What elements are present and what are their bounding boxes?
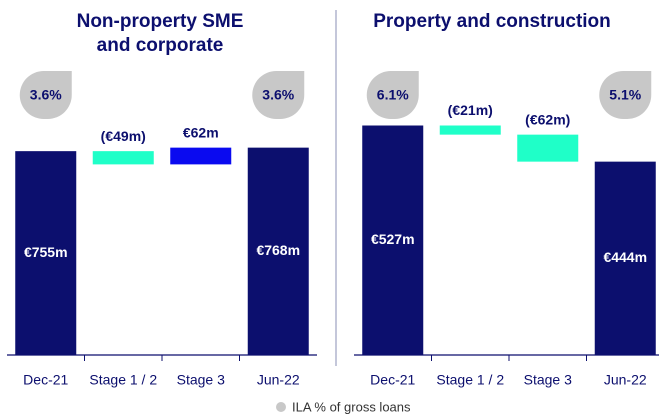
x-tick-label: Stage 3 bbox=[524, 372, 572, 388]
bar bbox=[247, 147, 309, 355]
ila-label: 5.1% bbox=[609, 87, 641, 103]
ila-label: 3.6% bbox=[262, 87, 294, 103]
bar-label: (€49m) bbox=[101, 128, 146, 144]
bar-label: €755m bbox=[24, 244, 68, 260]
bar bbox=[362, 125, 424, 355]
x-tick-label: Stage 1 / 2 bbox=[89, 372, 157, 388]
ila-badge bbox=[599, 71, 652, 119]
bar-label: €527m bbox=[371, 231, 415, 247]
x-tick-label: Jun-22 bbox=[604, 372, 647, 388]
bar bbox=[439, 125, 501, 135]
bar bbox=[517, 134, 579, 162]
bar-label: €444m bbox=[603, 249, 647, 265]
x-tick-label: Stage 3 bbox=[177, 372, 225, 388]
bar-label: (€21m) bbox=[448, 102, 493, 118]
chart-title: Property and construction bbox=[373, 11, 611, 32]
bar bbox=[594, 161, 656, 355]
ila-label: 6.1% bbox=[377, 87, 409, 103]
x-tick-label: Jun-22 bbox=[257, 372, 300, 388]
legend-label: ILA % of gross loans bbox=[292, 399, 411, 414]
ila-badge bbox=[19, 71, 72, 119]
bar bbox=[15, 151, 77, 355]
bar bbox=[170, 147, 232, 165]
ila-badge bbox=[366, 71, 419, 119]
bar-label: €62m bbox=[183, 124, 219, 140]
x-tick-label: Dec-21 bbox=[23, 372, 68, 388]
chart-title: and corporate bbox=[97, 35, 224, 56]
bar-label: (€62m) bbox=[525, 111, 570, 127]
x-tick-label: Stage 1 / 2 bbox=[436, 372, 504, 388]
legend-swatch bbox=[276, 402, 286, 412]
ila-badge bbox=[252, 71, 305, 119]
ila-label: 3.6% bbox=[30, 87, 62, 103]
bar-label: €768m bbox=[256, 242, 300, 258]
bar bbox=[92, 151, 154, 165]
chart-title: Non-property SME bbox=[77, 11, 244, 32]
x-tick-label: Dec-21 bbox=[370, 372, 415, 388]
